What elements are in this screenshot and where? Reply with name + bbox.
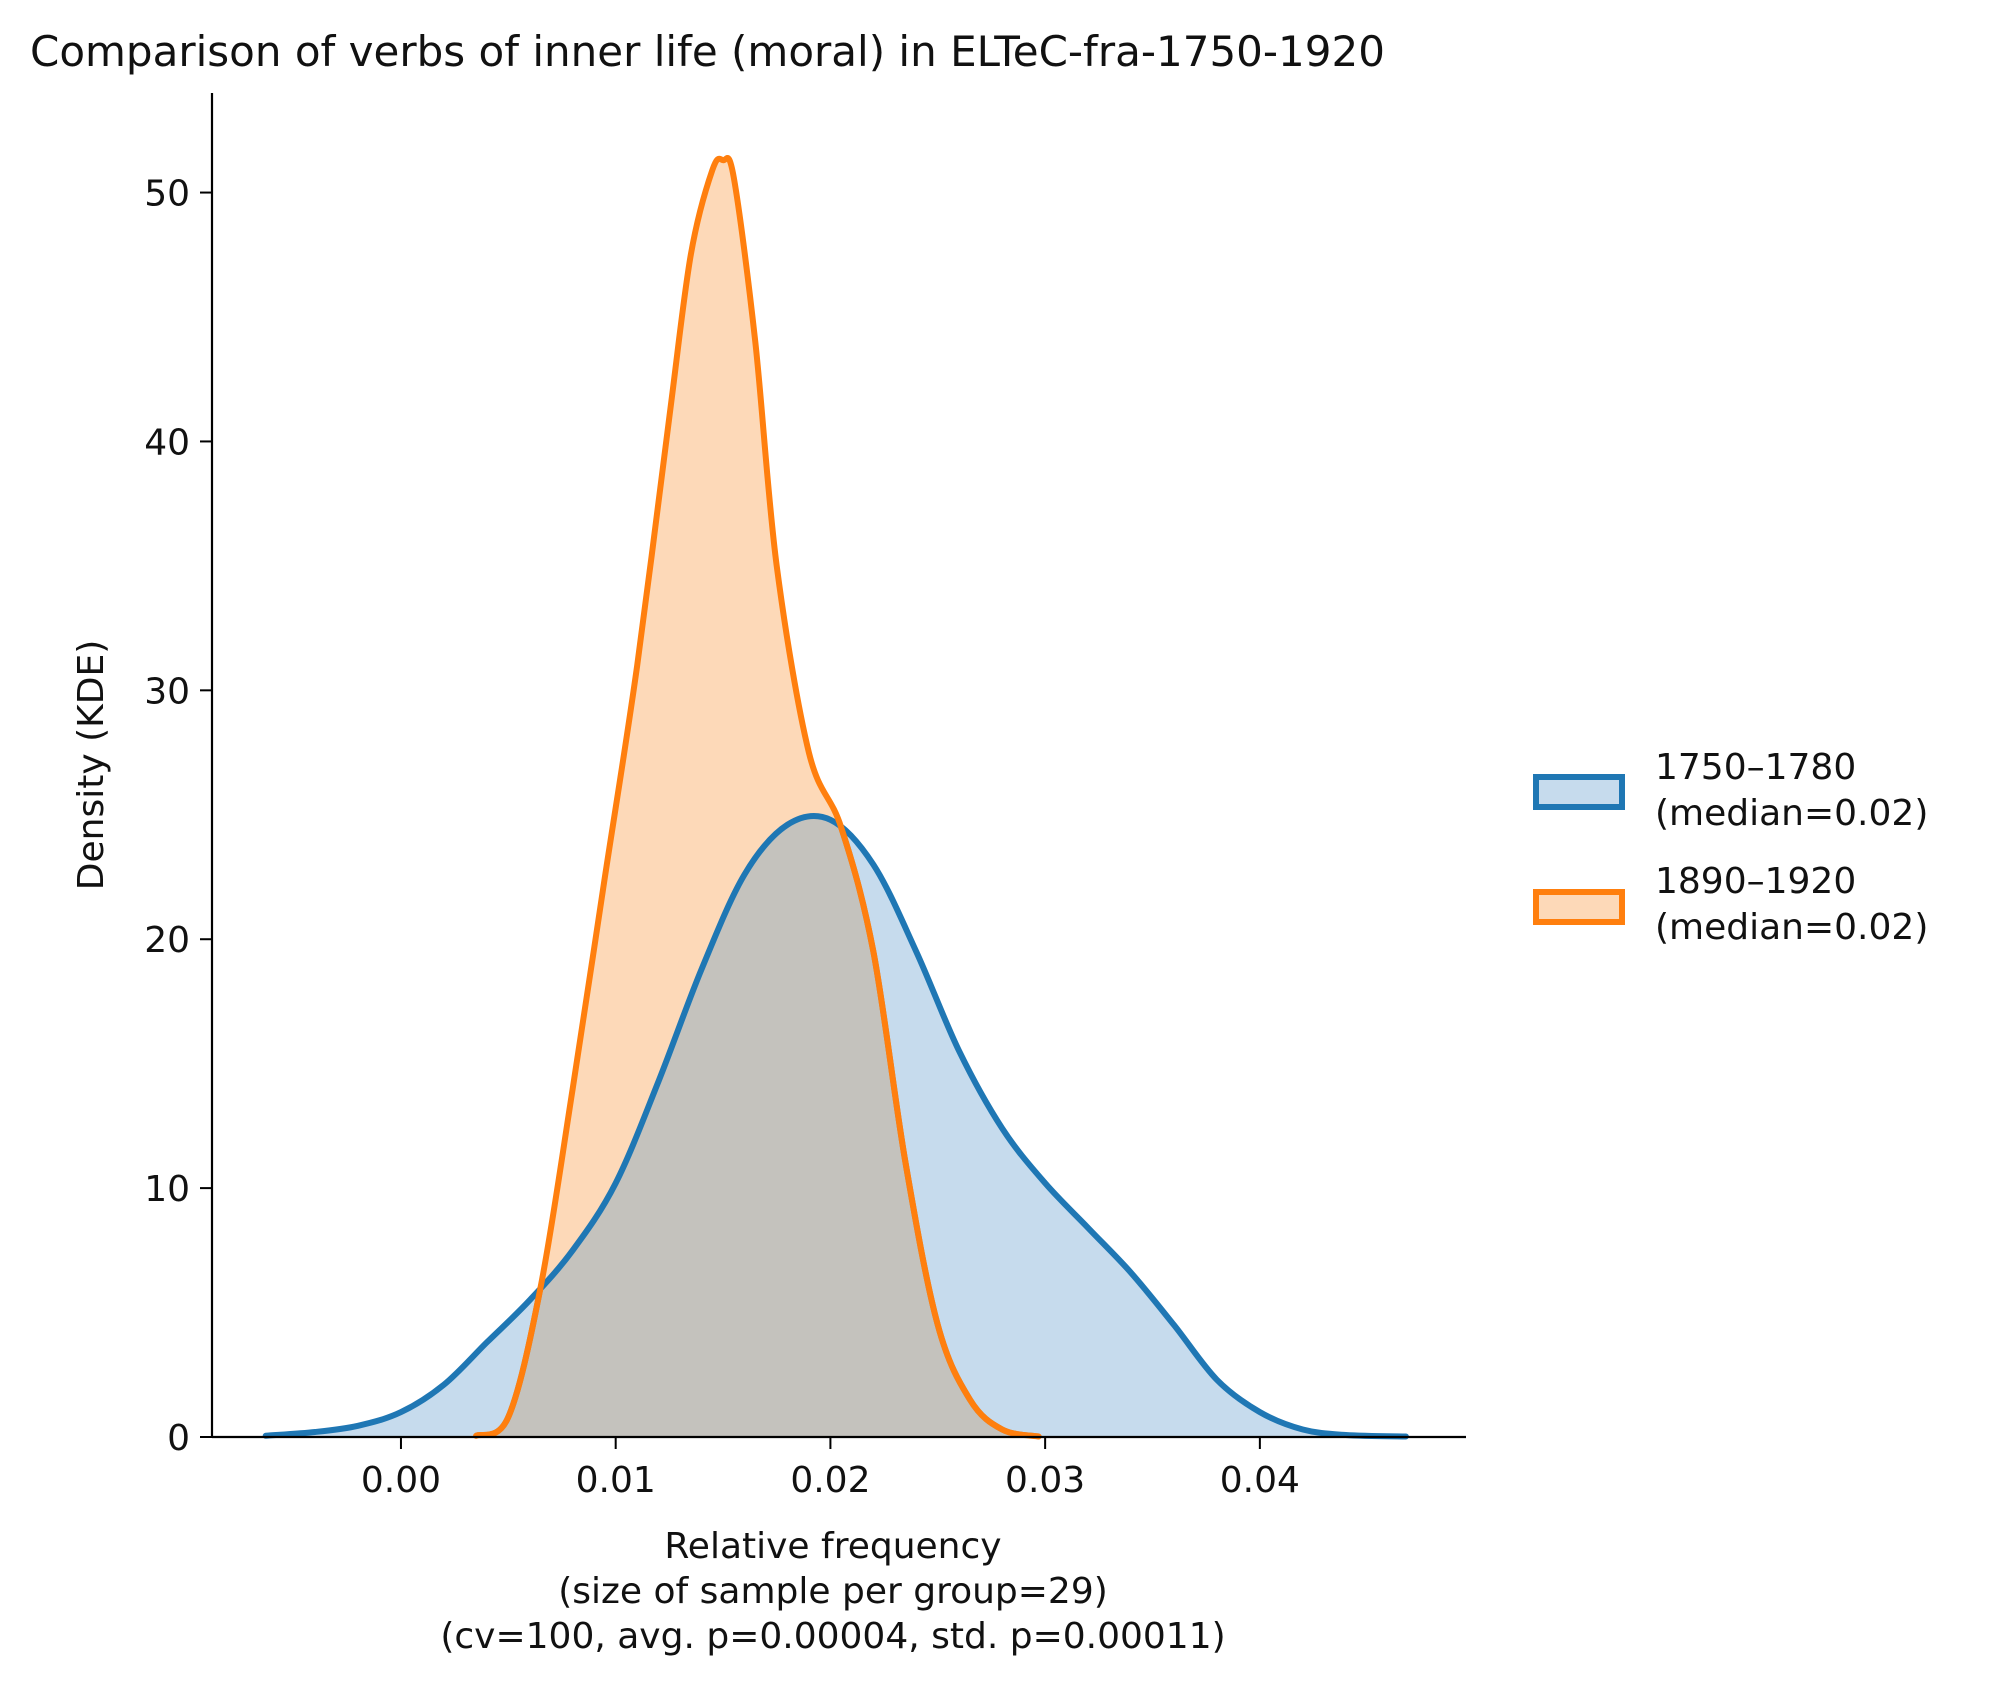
y-tick-label: 40 (144, 422, 190, 463)
legend-median-1750-1780: (median=0.02) (1655, 793, 1928, 834)
legend: 1750–1780 (median=0.02) 1890–1920 (media… (1533, 747, 1928, 948)
legend-median-1890-1920: (median=0.02) (1655, 907, 1928, 948)
y-axis-label: Density (KDE) (71, 640, 112, 890)
x-tick-label: 0.00 (361, 1460, 441, 1501)
series-line-1890-1920 (473, 154, 1042, 1440)
legend-label-1890-1920: 1890–1920 (1655, 861, 1856, 902)
chart-title: Comparison of verbs of inner life (moral… (30, 27, 1385, 76)
x-tick-label: 0.01 (576, 1460, 656, 1501)
y-tick-label: 50 (144, 174, 190, 215)
x-axis-label-line-2: (size of sample per group=29) (558, 1571, 1108, 1612)
x-axis-label-line-1: Relative frequency (664, 1526, 1001, 1567)
legend-swatch-1750-1780 (1533, 774, 1625, 810)
legend-label-1750-1780: 1750–1780 (1655, 747, 1856, 788)
legend-swatch-1890-1920 (1533, 889, 1625, 925)
y-tick-label: 10 (144, 1169, 190, 1210)
plot-area (262, 154, 1409, 1440)
x-tick-label: 0.04 (1220, 1460, 1300, 1501)
y-tick-label: 0 (167, 1418, 190, 1459)
x-tick-label: 0.02 (790, 1460, 870, 1501)
x-ticks: 0.00 0.01 0.02 0.03 0.04 (361, 1437, 1300, 1501)
series-line-1750-1780 (262, 813, 1409, 1440)
y-ticks: 0 10 20 30 40 50 (144, 174, 212, 1459)
x-axis-label-line-3: (cv=100, avg. p=0.00004, std. p=0.00011) (440, 1616, 1225, 1657)
y-tick-label: 30 (144, 671, 190, 712)
y-tick-label: 20 (144, 920, 190, 961)
x-tick-label: 0.03 (1005, 1460, 1085, 1501)
